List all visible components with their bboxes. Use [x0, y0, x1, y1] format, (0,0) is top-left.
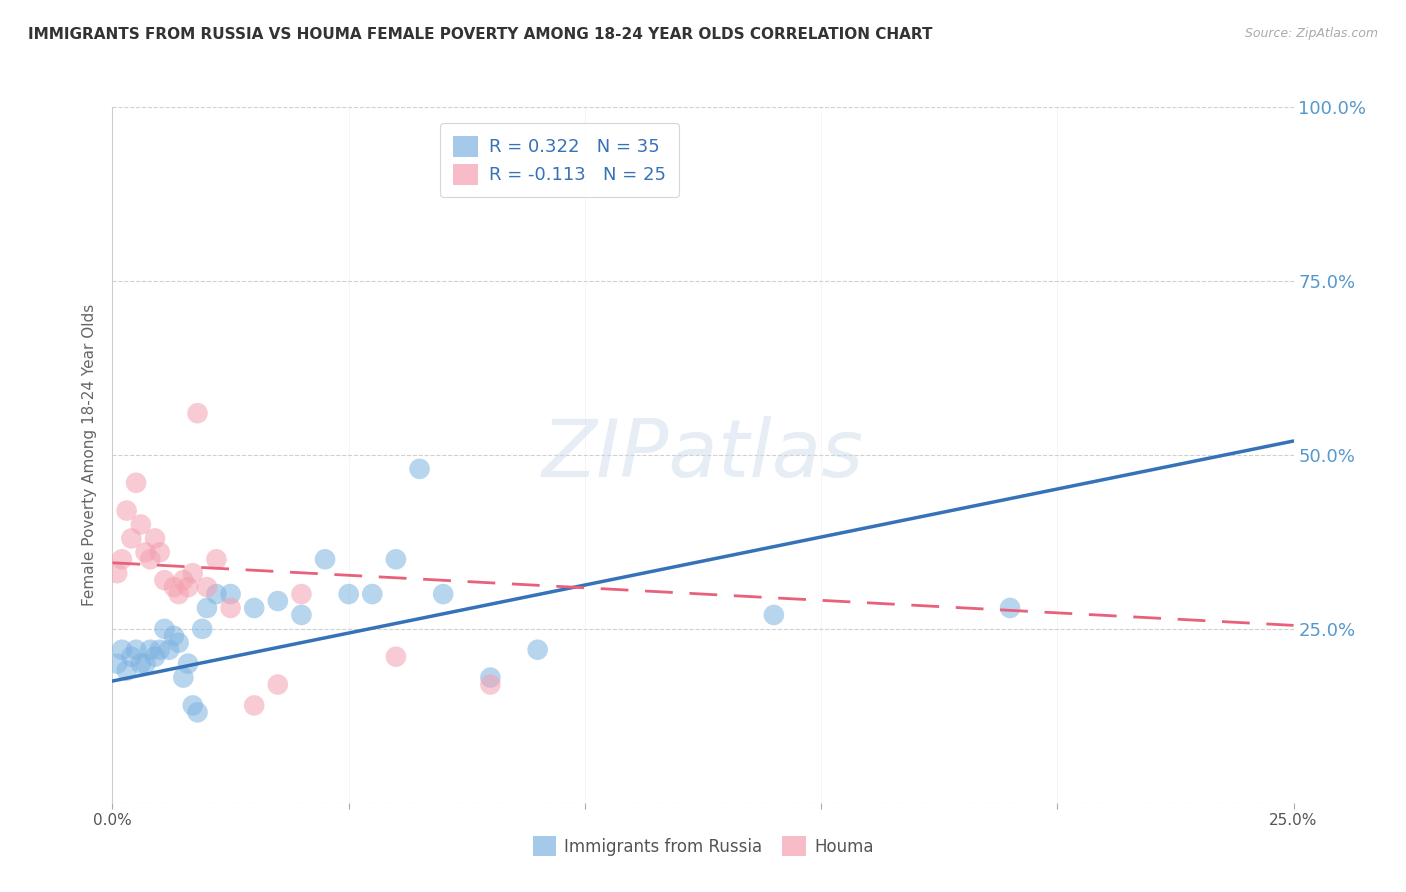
Point [479, 677, 502, 691]
Point [177, 657, 200, 671]
Point [167, 636, 190, 650]
Point [290, 607, 312, 622]
Point [219, 587, 242, 601]
Point [111, 552, 134, 566]
Point [139, 642, 162, 657]
Point [135, 657, 157, 671]
Point [149, 545, 172, 559]
Point [125, 642, 148, 657]
Point [149, 642, 172, 657]
Point [115, 503, 138, 517]
Point [385, 649, 408, 664]
Point [172, 573, 194, 587]
Point [479, 671, 502, 685]
Point [191, 622, 214, 636]
Point [998, 601, 1021, 615]
Point [186, 706, 208, 720]
Point [195, 601, 218, 615]
Text: Source: ZipAtlas.com: Source: ZipAtlas.com [1244, 27, 1378, 40]
Point [120, 649, 142, 664]
Point [163, 629, 186, 643]
Point [163, 580, 186, 594]
Point [143, 649, 166, 664]
Point [105, 657, 128, 671]
Point [243, 698, 266, 713]
Point [205, 587, 228, 601]
Point [337, 587, 360, 601]
Point [408, 462, 430, 476]
Point [139, 552, 162, 566]
Point [762, 607, 785, 622]
Point [186, 406, 208, 420]
Point [195, 580, 218, 594]
Point [290, 587, 312, 601]
Point [129, 657, 152, 671]
Point [177, 580, 200, 594]
Point [243, 601, 266, 615]
Point [432, 587, 454, 601]
Point [181, 698, 204, 713]
Point [135, 545, 157, 559]
Point [153, 573, 176, 587]
Point [172, 671, 194, 685]
Text: ZIPatlas: ZIPatlas [541, 416, 865, 494]
Point [267, 594, 290, 608]
Point [125, 475, 148, 490]
Point [267, 677, 290, 691]
Point [105, 566, 128, 581]
Point [526, 642, 548, 657]
Point [143, 532, 166, 546]
Point [314, 552, 336, 566]
Point [153, 622, 176, 636]
Point [205, 552, 228, 566]
Point [111, 642, 134, 657]
Point [120, 532, 142, 546]
Point [361, 587, 384, 601]
Text: IMMIGRANTS FROM RUSSIA VS HOUMA FEMALE POVERTY AMONG 18-24 YEAR OLDS CORRELATION: IMMIGRANTS FROM RUSSIA VS HOUMA FEMALE P… [28, 27, 932, 42]
Point [115, 664, 138, 678]
Point [385, 552, 408, 566]
Point [181, 566, 204, 581]
Y-axis label: Female Poverty Among 18-24 Year Olds: Female Poverty Among 18-24 Year Olds [82, 304, 97, 606]
Point [157, 642, 180, 657]
Legend: Immigrants from Russia, Houma: Immigrants from Russia, Houma [524, 828, 882, 864]
Point [219, 601, 242, 615]
Point [129, 517, 152, 532]
Point [167, 587, 190, 601]
